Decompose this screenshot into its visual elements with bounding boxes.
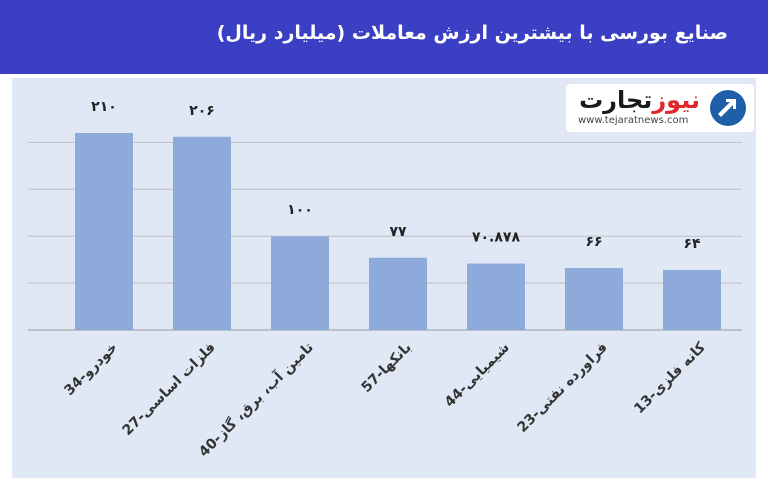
bar xyxy=(663,269,721,330)
chart-title: صنایع بورسی با بیشترین ارزش معاملات (میل… xyxy=(216,22,728,44)
bar xyxy=(75,133,133,330)
logo-word-tejarat: تجارت xyxy=(579,86,653,114)
data-label: ۲۰۶ xyxy=(189,103,215,119)
data-label: ۶۴ xyxy=(683,236,701,252)
category-label: 27-فلزات اساسی xyxy=(120,340,219,439)
logo-url: www.tejaratnews.com xyxy=(578,115,689,126)
brand-logo: نیوزتجارت www.tejaratnews.com xyxy=(566,84,754,132)
bars-group xyxy=(75,133,721,330)
data-label: ۷۰.۸۷۸ xyxy=(472,230,520,246)
value-labels-group: ۲۱۰ ۲۰۶ ۱۰۰ ۷۷ ۷۰.۸۷۸ ۶۶ ۶۴ xyxy=(91,99,701,252)
data-label: ۷۷ xyxy=(389,224,407,240)
tejaratnews-logo-icon xyxy=(710,90,746,126)
bar xyxy=(369,257,427,330)
data-label: ۶۶ xyxy=(585,234,602,250)
category-label: 44-شیمیایی xyxy=(442,340,513,411)
bar xyxy=(173,136,231,330)
bar xyxy=(565,268,623,330)
bar xyxy=(271,236,329,330)
data-label: ۲۱۰ xyxy=(91,99,117,115)
logo-word-news: نیوز xyxy=(652,86,700,114)
category-label: 34-خودرو xyxy=(61,340,120,399)
category-label: 13-کانه فلزی xyxy=(631,339,709,417)
logo-wordmark: نیوزتجارت xyxy=(579,86,700,114)
category-label: 23-فراورده نفتی xyxy=(514,340,610,436)
category-label: 57-بانکها xyxy=(358,340,414,396)
chart-header: صنایع بورسی با بیشترین ارزش معاملات (میل… xyxy=(0,0,768,74)
bar xyxy=(467,263,525,330)
data-label: ۱۰۰ xyxy=(287,202,313,218)
